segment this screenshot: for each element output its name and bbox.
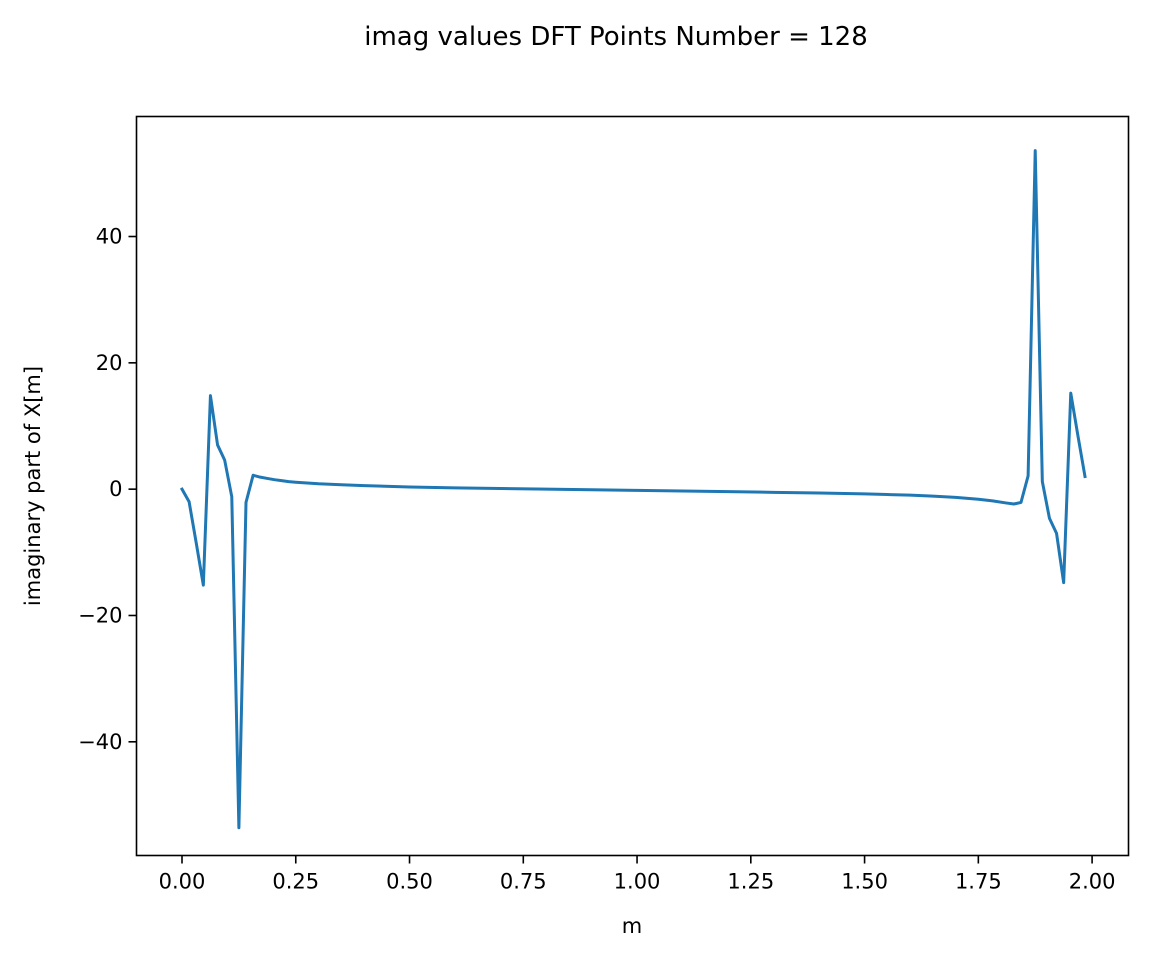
x-tick-label: 1.75 — [955, 870, 1002, 894]
x-tick-label: 0.25 — [272, 870, 319, 894]
plot-frame — [135, 115, 1130, 857]
y-tick-label: −20 — [78, 603, 122, 627]
x-tick-label: 0.50 — [386, 870, 433, 894]
x-tick-label: 1.00 — [614, 870, 661, 894]
x-tick-label: 1.25 — [727, 870, 774, 894]
x-tick-label: 2.00 — [1069, 870, 1116, 894]
y-tick-label: 20 — [96, 351, 123, 375]
series-layer — [179, 149, 1087, 830]
y-axis-label: imaginary part of X[m] — [21, 366, 45, 606]
y-tick-label: 0 — [109, 477, 122, 501]
chart-title: imag values DFT Points Number = 128 — [364, 22, 868, 52]
x-tick-label: 0.75 — [500, 870, 547, 894]
series-line — [179, 149, 1087, 830]
y-tick-label: −40 — [78, 730, 122, 754]
y-tick-label: 40 — [96, 225, 123, 249]
x-tick-label: 1.50 — [841, 870, 888, 894]
y-axis-ticks: −40 −20 0 20 40 — [78, 225, 137, 754]
x-axis-label: m — [622, 914, 642, 938]
x-tick-label: 0.00 — [159, 870, 206, 894]
x-axis-ticks: 0.00 0.25 0.50 0.75 1.00 1.25 1.50 1.75 2.00 — [159, 855, 1116, 894]
